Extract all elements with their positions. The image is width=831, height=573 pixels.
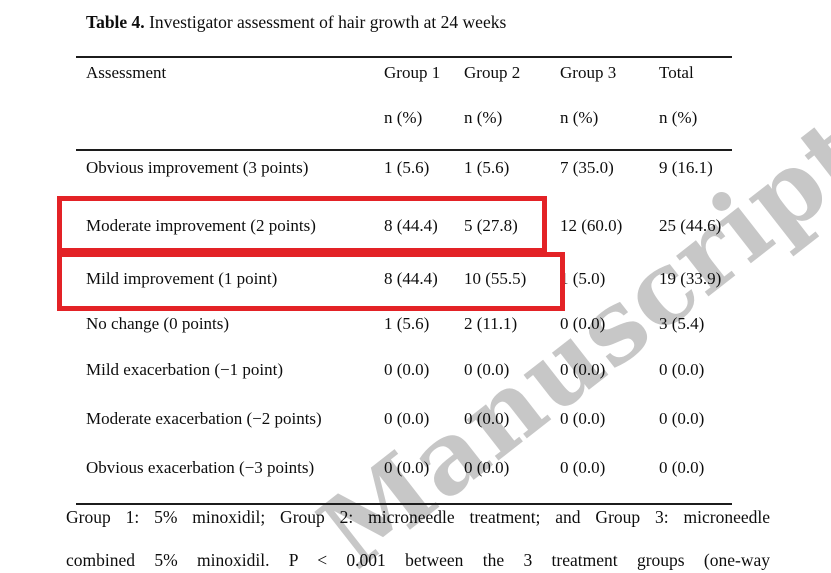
cell-total: 25 (44.6) — [659, 216, 722, 235]
column-subheader-group3: n (%) — [560, 108, 599, 127]
cell-group1: 0 (0.0) — [384, 409, 430, 428]
table-bottom-rule — [76, 503, 732, 505]
row-label-obvious-improvement: Obvious improvement (3 points) — [86, 158, 309, 177]
cell-group2: 0 (0.0) — [464, 458, 510, 477]
row-label-moderate-exacerbation: Moderate exacerbation (−2 points) — [86, 409, 322, 428]
column-header-group3: Group 3 — [560, 63, 617, 82]
table-footnote-line1: Group 1: 5% minoxidil; Group 2: micronee… — [66, 507, 770, 527]
column-header-assessment: Assessment — [86, 63, 167, 82]
column-subheader-group1: n (%) — [384, 108, 423, 127]
highlight-box-moderate-improvement — [57, 196, 547, 253]
table-header-rule — [76, 149, 732, 151]
cell-group2: 2 (11.1) — [464, 314, 518, 333]
cell-group2: 1 (5.6) — [464, 158, 510, 177]
column-subheader-group2: n (%) — [464, 108, 503, 127]
row-label-mild-exacerbation: Mild exacerbation (−1 point) — [86, 360, 284, 379]
cell-group2: 5 (27.8) — [464, 216, 518, 235]
row-label-mild-improvement: Mild improvement (1 point) — [86, 269, 278, 288]
cell-group3: 0 (0.0) — [560, 409, 606, 428]
cell-group1: 0 (0.0) — [384, 360, 430, 379]
cell-group2: 0 (0.0) — [464, 409, 510, 428]
table-top-rule — [76, 56, 732, 58]
cell-group2: 0 (0.0) — [464, 360, 510, 379]
cell-total: 3 (5.4) — [659, 314, 705, 333]
cell-group1: 1 (5.6) — [384, 314, 430, 333]
row-label-no-change: No change (0 points) — [86, 314, 230, 333]
table-footnote-line2: combined 5% minoxidil. P < 0.001 between… — [66, 550, 770, 570]
column-subheader-total: n (%) — [659, 108, 698, 127]
cell-group3: 0 (0.0) — [560, 360, 606, 379]
row-label-moderate-improvement: Moderate improvement (2 points) — [86, 216, 316, 235]
cell-group3: 0 (0.0) — [560, 458, 606, 477]
highlight-box-mild-improvement — [57, 252, 565, 311]
cell-group1: 8 (44.4) — [384, 216, 438, 235]
cell-group1: 8 (44.4) — [384, 269, 438, 288]
cell-total: 9 (16.1) — [659, 158, 713, 177]
cell-total: 0 (0.0) — [659, 360, 705, 379]
cell-total: 19 (33.9) — [659, 269, 722, 288]
cell-total: 0 (0.0) — [659, 458, 705, 477]
cell-group3: 7 (35.0) — [560, 158, 614, 177]
table-caption: Table 4. Investigator assessment of hair… — [86, 12, 506, 33]
column-header-group2: Group 2 — [464, 63, 521, 82]
cell-group1: 0 (0.0) — [384, 458, 430, 477]
cell-group3: 1 (5.0) — [560, 269, 606, 288]
cell-group3: 12 (60.0) — [560, 216, 623, 235]
table-caption-text: Investigator assessment of hair growth a… — [144, 12, 507, 32]
cell-group3: 0 (0.0) — [560, 314, 606, 333]
column-header-total: Total — [659, 63, 694, 82]
cell-group2: 10 (55.5) — [464, 269, 527, 288]
table-caption-number: Table 4. — [86, 12, 145, 32]
column-header-group1: Group 1 — [384, 63, 441, 82]
cell-group1: 1 (5.6) — [384, 158, 430, 177]
cell-total: 0 (0.0) — [659, 409, 705, 428]
row-label-obvious-exacerbation: Obvious exacerbation (−3 points) — [86, 458, 315, 477]
